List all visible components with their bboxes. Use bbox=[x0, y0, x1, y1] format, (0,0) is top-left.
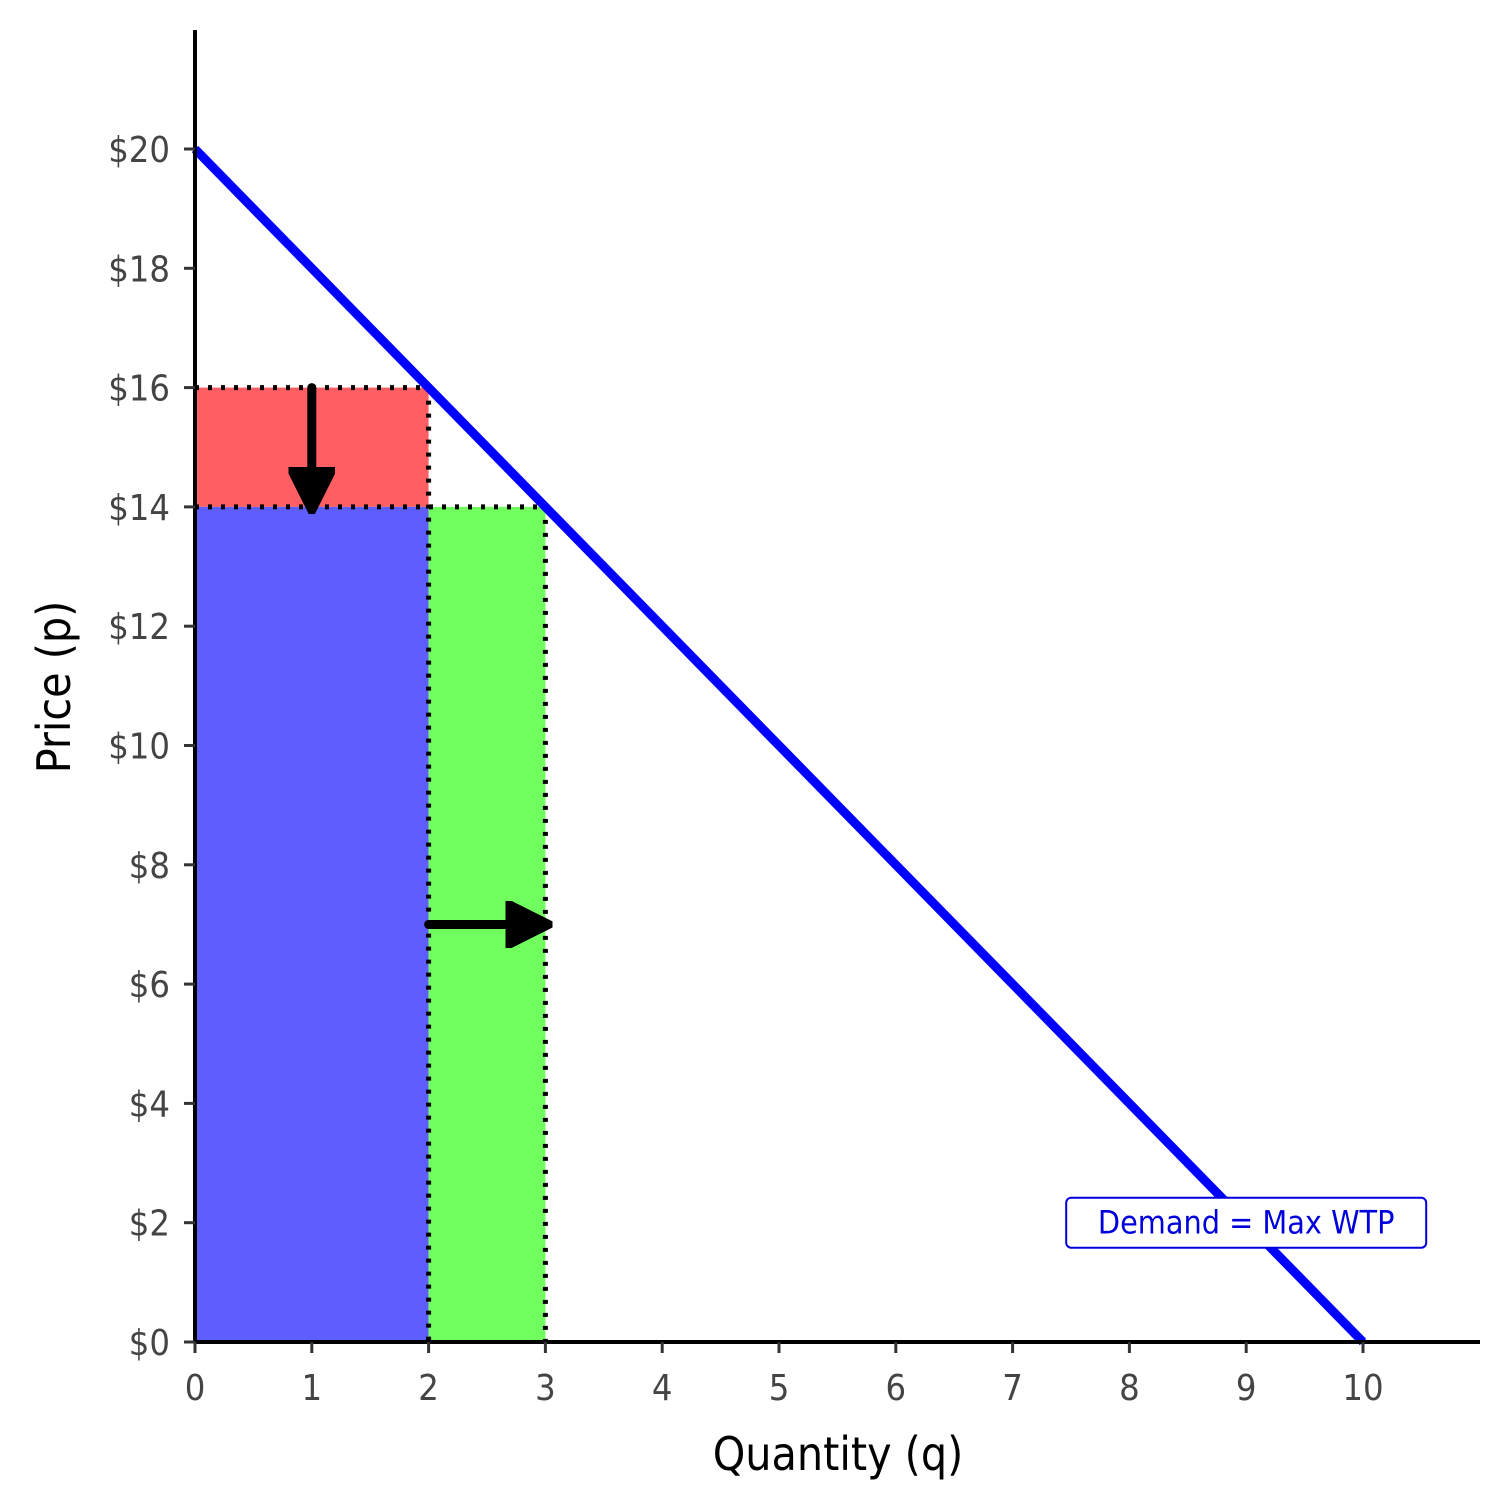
x-tick-label: 9 bbox=[1236, 1368, 1257, 1409]
y-tick-label: $6 bbox=[129, 965, 170, 1006]
x-axis-title: Quantity (q) bbox=[713, 1427, 964, 1481]
y-axis-title: Price (p) bbox=[27, 601, 81, 774]
x-tick-label: 3 bbox=[535, 1368, 556, 1409]
demand-line bbox=[191, 145, 1367, 1346]
y-tick-label: $14 bbox=[108, 488, 170, 529]
x-tick-label: 0 bbox=[185, 1368, 206, 1409]
series-lines bbox=[191, 145, 1367, 1346]
x-tick-label: 10 bbox=[1342, 1368, 1383, 1409]
axes bbox=[193, 30, 1480, 1344]
x-tick-label: 4 bbox=[652, 1368, 673, 1409]
x-tick-label: 6 bbox=[885, 1368, 906, 1409]
x-tick-label: 1 bbox=[301, 1368, 322, 1409]
x-tick-label: 5 bbox=[769, 1368, 790, 1409]
y-tick-label: $8 bbox=[129, 846, 170, 887]
y-tick-label: $16 bbox=[108, 369, 170, 410]
shaded-regions bbox=[195, 387, 546, 1342]
annotations: Demand = Max WTP bbox=[1065, 1196, 1428, 1249]
y-tick-label: $12 bbox=[108, 607, 170, 648]
demand-label: Demand = Max WTP bbox=[1098, 1204, 1395, 1242]
y-tick-label: $20 bbox=[108, 130, 170, 171]
arrows bbox=[312, 383, 546, 925]
ticks: 0 1 2 3 4 5 6 7 8 9 10 $0 $2 $4 $6 $8 $10 $12 $14 $16 $18 $20 bbox=[108, 130, 1383, 1409]
y-tick-label: $18 bbox=[108, 249, 170, 290]
y-tick-label: $4 bbox=[129, 1084, 170, 1125]
x-tick-label: 8 bbox=[1119, 1368, 1140, 1409]
demand-label-box bbox=[1065, 1196, 1428, 1249]
y-tick-label: $10 bbox=[108, 727, 170, 768]
y-tick-label: $2 bbox=[129, 1204, 170, 1245]
x-tick-label: 7 bbox=[1002, 1368, 1023, 1409]
original-quantity-area bbox=[195, 506, 429, 1342]
y-tick-label: $0 bbox=[129, 1323, 170, 1364]
x-tick-label: 2 bbox=[418, 1368, 439, 1409]
